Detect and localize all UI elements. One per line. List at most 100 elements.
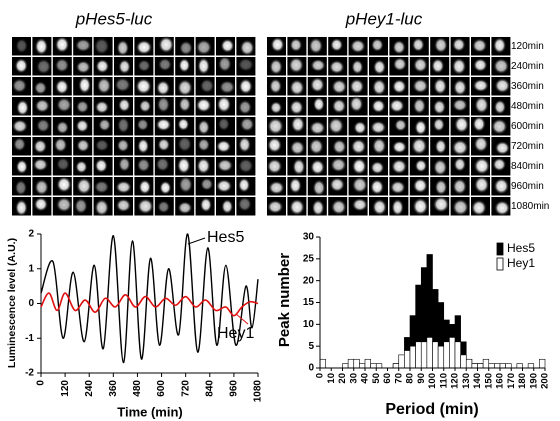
cell-blob	[114, 77, 132, 93]
cell-blob	[177, 135, 193, 153]
x-tick-label: 600	[156, 380, 167, 397]
cell-blob	[473, 157, 491, 175]
cell-blob	[492, 157, 507, 172]
cell-blob	[453, 78, 468, 97]
x-tick-label: 360	[108, 380, 119, 397]
cell-blob	[76, 138, 91, 153]
cell-blob	[451, 57, 467, 76]
cell-blob	[54, 57, 70, 73]
cell-blob	[412, 97, 427, 115]
cell-blob	[56, 97, 73, 113]
line-series	[40, 233, 259, 364]
cell-blob	[217, 116, 231, 132]
cell-blob	[269, 58, 283, 76]
bar	[398, 354, 405, 369]
cell-blob	[494, 77, 511, 94]
cell-blob	[310, 159, 326, 176]
cell-blob	[267, 136, 283, 154]
cell-blob	[289, 37, 303, 53]
cell-blob	[177, 117, 190, 132]
cell-blob	[329, 177, 346, 193]
cell-blob	[268, 180, 285, 195]
cell-blob	[116, 138, 130, 153]
legend-swatch	[496, 257, 504, 271]
cell-blob	[75, 60, 91, 74]
x-tick-label: 1080	[253, 380, 264, 403]
x-tick-label: 0	[36, 380, 47, 386]
cell-blob	[454, 115, 470, 134]
cell-blob	[75, 99, 90, 114]
x-tick-label: 240	[84, 380, 95, 397]
x-tick-label: 60	[382, 373, 393, 384]
cell-blob	[75, 118, 90, 133]
y-axis-label: Luminescence level (A.U.)	[6, 238, 18, 368]
cell-blob	[98, 118, 112, 132]
bar	[499, 363, 506, 369]
cell-blob	[56, 176, 72, 193]
cell-blob	[289, 177, 302, 194]
cell-blob	[159, 180, 172, 195]
cell-blob	[392, 39, 406, 55]
cell-blob	[289, 198, 305, 216]
cell-blob	[15, 37, 29, 54]
cell-blob	[309, 76, 325, 93]
cell-blob	[269, 101, 283, 115]
cell-blob	[411, 137, 428, 156]
cell-blob	[392, 57, 408, 72]
x-tick-label: 120	[450, 373, 461, 389]
cell-blob	[372, 198, 388, 216]
bar	[409, 345, 416, 369]
label-leader	[187, 237, 206, 245]
cell-blob	[220, 38, 235, 54]
x-tick-label: 130	[461, 373, 472, 389]
cell-blob	[135, 77, 152, 95]
cell-blob	[118, 156, 131, 173]
cell-blob	[178, 96, 192, 113]
cell-blob	[391, 140, 408, 154]
cell-blob	[34, 178, 50, 196]
bar	[460, 354, 467, 369]
cell-blob	[312, 179, 326, 197]
cell-blob	[178, 57, 191, 73]
cell-blob	[472, 78, 490, 93]
bar	[488, 363, 495, 369]
bar	[449, 337, 456, 369]
cell-blob	[432, 158, 448, 177]
cell-blob	[349, 95, 364, 113]
cell-blob	[35, 58, 52, 75]
cell-blob	[195, 97, 212, 113]
cell-blob	[414, 119, 428, 136]
cell-blob	[452, 98, 468, 112]
cell-blob	[115, 180, 132, 194]
x-tick-label: 40	[360, 373, 371, 384]
cell-blob	[94, 138, 110, 152]
x-tick-label: 200	[540, 373, 551, 389]
cell-blob	[370, 120, 387, 135]
cell-blob	[433, 36, 448, 54]
y-tick-label: -1	[25, 333, 34, 344]
cell-blob	[55, 156, 71, 172]
cell-blob	[389, 98, 405, 113]
y-tick-label: 20	[303, 275, 315, 286]
series-label: Hey1	[217, 325, 254, 342]
x-tick-label: 70	[393, 373, 404, 384]
image-grids	[11, 35, 511, 217]
bar	[375, 363, 383, 369]
bar	[494, 363, 501, 369]
cell-blob	[215, 139, 232, 153]
x-tick-label: 160	[495, 373, 506, 389]
x-tick-label: 0	[315, 373, 326, 378]
y-tick-label: 1	[28, 263, 34, 274]
cell-blob	[330, 199, 347, 216]
bar	[370, 363, 377, 369]
bar	[347, 358, 355, 369]
cell-blob	[95, 58, 110, 74]
cell-blob	[472, 116, 486, 133]
cell-blob	[493, 177, 510, 195]
cell-blob	[237, 196, 252, 212]
cell-blob	[371, 78, 387, 96]
x-tick-label: 110	[438, 373, 449, 388]
cell-blob	[178, 40, 194, 56]
cell-blob	[34, 98, 51, 114]
cell-blob	[309, 120, 326, 136]
